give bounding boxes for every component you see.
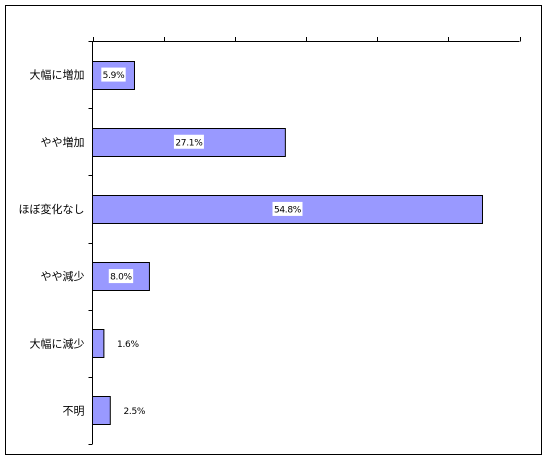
data-label: 5.9% (103, 71, 125, 81)
category-label: やや増加 (41, 136, 85, 149)
category-label: ほぼ変化なし (19, 202, 85, 216)
data-label: 54.8% (274, 205, 302, 215)
category-label: やや減少 (41, 269, 85, 283)
data-label: 27.1% (175, 138, 203, 148)
data-label-box (173, 134, 204, 149)
data-label: 2.5% (123, 407, 145, 417)
category-label: 不明 (63, 404, 85, 417)
data-label-box (272, 201, 303, 216)
bar (92, 329, 105, 358)
data-label: 1.6% (117, 340, 139, 350)
bar (92, 396, 111, 425)
data-label-box (108, 269, 134, 284)
chart-border (5, 5, 542, 455)
category-label: 大幅に減少 (30, 336, 85, 350)
data-label: 8.0% (110, 273, 132, 283)
data-label-box (101, 67, 126, 82)
category-label: 大幅に増加 (30, 68, 85, 82)
